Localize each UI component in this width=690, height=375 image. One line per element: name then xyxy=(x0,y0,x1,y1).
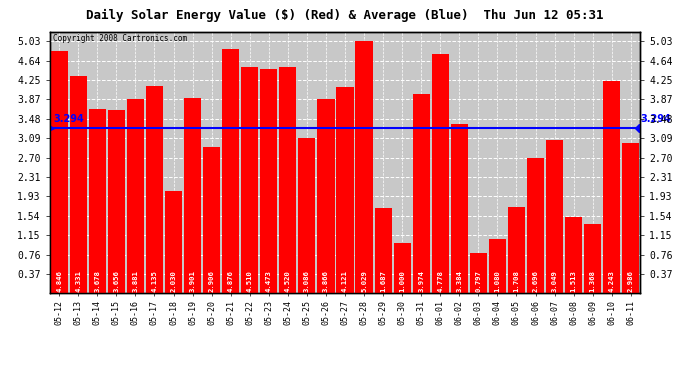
Text: 1.687: 1.687 xyxy=(380,270,386,291)
Text: 1.000: 1.000 xyxy=(399,270,405,291)
Text: 4.510: 4.510 xyxy=(247,270,253,291)
Bar xyxy=(222,49,239,292)
Bar xyxy=(432,54,448,292)
Text: 3.049: 3.049 xyxy=(551,270,558,291)
Text: 4.520: 4.520 xyxy=(285,270,291,291)
Bar xyxy=(622,143,640,292)
Text: 3.678: 3.678 xyxy=(95,270,100,291)
Bar xyxy=(127,99,144,292)
Bar xyxy=(451,123,468,292)
Text: 2.986: 2.986 xyxy=(628,270,634,291)
Text: 3.086: 3.086 xyxy=(304,270,310,291)
Text: Copyright 2008 Cartronics.com: Copyright 2008 Cartronics.com xyxy=(52,34,187,44)
Bar xyxy=(603,81,620,292)
Text: 3.974: 3.974 xyxy=(418,270,424,291)
Bar xyxy=(165,191,182,292)
Bar xyxy=(298,138,315,292)
Bar xyxy=(546,140,563,292)
Text: 4.473: 4.473 xyxy=(266,270,272,291)
Text: Daily Solar Energy Value ($) (Red) & Average (Blue)  Thu Jun 12 05:31: Daily Solar Energy Value ($) (Red) & Ave… xyxy=(86,9,604,22)
Bar xyxy=(108,110,125,292)
Bar xyxy=(337,87,353,292)
Text: 3.656: 3.656 xyxy=(113,270,119,291)
Text: 3.901: 3.901 xyxy=(190,270,195,291)
Text: 0.797: 0.797 xyxy=(475,270,482,291)
Bar xyxy=(489,238,506,292)
Bar xyxy=(146,86,163,292)
Text: 2.906: 2.906 xyxy=(208,270,215,291)
Bar xyxy=(470,253,487,292)
Bar xyxy=(565,217,582,292)
Text: 4.778: 4.778 xyxy=(437,270,443,291)
Text: 3.866: 3.866 xyxy=(323,270,329,291)
Bar xyxy=(508,207,525,292)
Bar xyxy=(260,69,277,292)
Text: 4.121: 4.121 xyxy=(342,270,348,291)
Text: 2.030: 2.030 xyxy=(170,270,177,291)
Text: 2.696: 2.696 xyxy=(533,270,538,291)
Bar xyxy=(393,243,411,292)
Text: 4.331: 4.331 xyxy=(75,270,81,291)
Text: 4.846: 4.846 xyxy=(56,270,62,291)
Bar xyxy=(527,158,544,292)
Bar xyxy=(413,94,430,292)
Text: 1.708: 1.708 xyxy=(513,270,520,291)
Bar xyxy=(584,224,601,292)
Text: 3.294: 3.294 xyxy=(54,114,84,124)
Text: 1.080: 1.080 xyxy=(495,270,500,291)
Bar xyxy=(279,67,297,292)
Bar xyxy=(184,98,201,292)
Bar xyxy=(317,99,335,292)
Bar xyxy=(375,208,392,292)
Bar xyxy=(241,68,258,292)
Text: 1.513: 1.513 xyxy=(571,270,577,291)
Bar xyxy=(70,76,87,292)
Text: 4.243: 4.243 xyxy=(609,270,615,291)
Bar xyxy=(50,51,68,292)
Bar xyxy=(89,109,106,292)
Text: 3.384: 3.384 xyxy=(456,270,462,291)
Text: 4.135: 4.135 xyxy=(152,270,157,291)
Text: 5.029: 5.029 xyxy=(361,270,367,291)
Text: 4.876: 4.876 xyxy=(228,270,234,291)
Bar xyxy=(355,41,373,292)
Text: 1.368: 1.368 xyxy=(590,270,595,291)
Text: 3.881: 3.881 xyxy=(132,270,139,291)
Bar xyxy=(203,147,220,292)
Text: 3.294: 3.294 xyxy=(640,114,671,124)
